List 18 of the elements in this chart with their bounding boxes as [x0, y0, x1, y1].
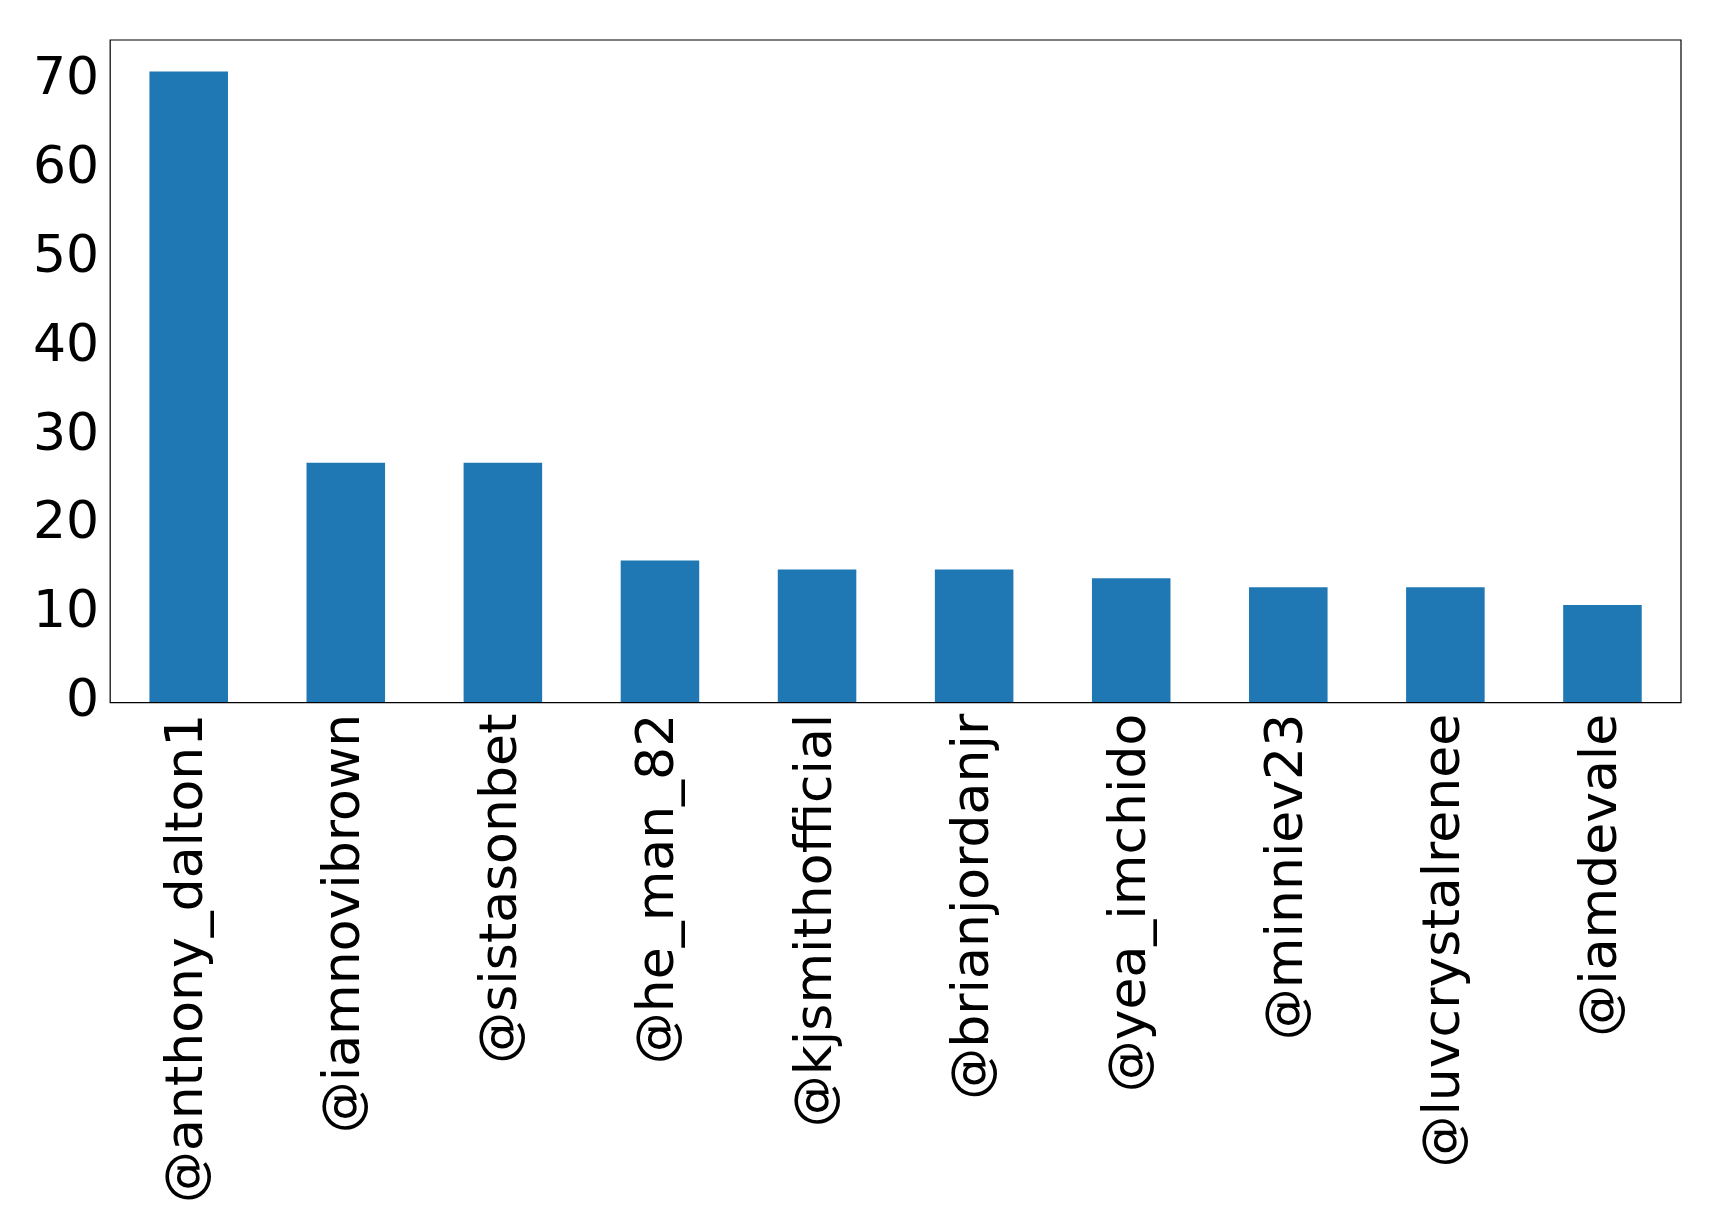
x-tick-label: @kjsmithofficial [782, 713, 843, 1128]
x-tick-label: @brianjordanjr [939, 713, 1000, 1100]
y-tick-label: 0 [66, 668, 100, 729]
x-tick-label: @anthony_dalton1 [154, 713, 215, 1203]
y-tick-label: 60 [33, 134, 100, 195]
x-tick-label: @iamdevale [1567, 713, 1628, 1037]
y-tick-label: 10 [33, 579, 100, 640]
x-tick-label: @minniev23 [1253, 713, 1314, 1041]
y-tick-label: 30 [33, 401, 100, 462]
x-tick-label: @yea_imchido [1096, 713, 1157, 1093]
x-tick-label: @iamnovibrown [311, 713, 372, 1134]
x-tick-label: @luvcrystalrenee [1410, 713, 1471, 1168]
y-tick-label: 20 [33, 490, 100, 551]
x-tick-label: @sistasonbet [468, 713, 529, 1064]
x-tick-label: @he_man_82 [625, 713, 686, 1065]
y-tick-label: 70 [33, 45, 100, 106]
y-tick-label: 40 [33, 312, 100, 373]
y-tick-label: 50 [33, 223, 100, 284]
